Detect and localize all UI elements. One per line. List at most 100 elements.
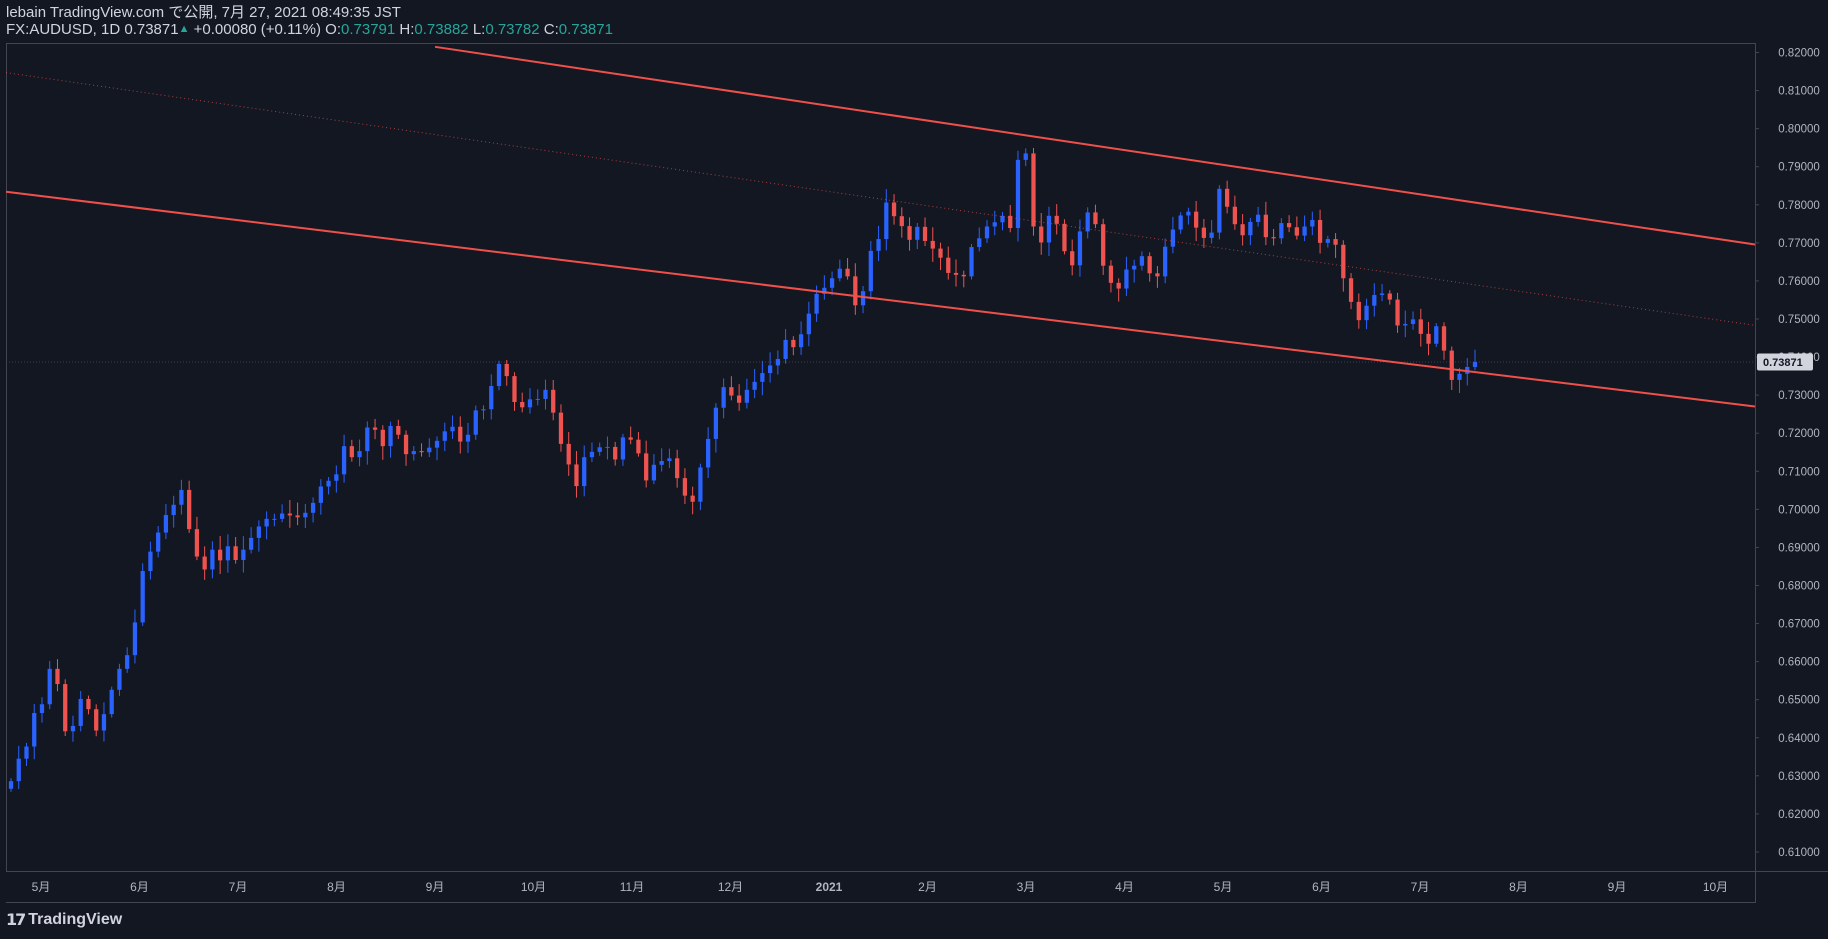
candle-body <box>837 268 842 279</box>
candle-body <box>1101 224 1106 266</box>
trendline-upper-channel[interactable] <box>434 45 1756 246</box>
time-axis[interactable]: 5月 6月 7月 8月 9月 10月 11月 12月 2021 2月 3月 4月 5月 6月 7月 8月 9月 1… <box>32 880 1729 894</box>
time-tick-label: 4月 <box>1115 880 1134 894</box>
candle-body <box>806 313 811 335</box>
trendline-lower-channel[interactable] <box>5 190 1756 408</box>
candle-body <box>365 427 370 452</box>
price-axis[interactable]: 0.82000 0.81000 0.80000 0.79000 0.78000 0.770… <box>1755 48 1820 859</box>
candle-body <box>372 427 378 430</box>
price-tick-label: 0.65000 <box>1778 695 1820 707</box>
candle-body <box>1403 323 1408 326</box>
candle-body <box>504 363 509 377</box>
symbol-label[interactable]: FX:AUDUSD, 1D <box>6 21 121 38</box>
candle-body <box>1418 319 1423 334</box>
candle-body <box>853 276 858 306</box>
candle-body <box>1224 188 1230 207</box>
time-tick-label: 9月 <box>426 880 445 894</box>
candle-body <box>1279 223 1284 239</box>
tradingview-logo-icon: 𝟭𝟳 <box>6 912 26 929</box>
candle-body <box>543 389 548 399</box>
candle-body <box>1449 350 1454 380</box>
candle-body <box>907 226 912 240</box>
candle-body <box>225 546 231 561</box>
candle-body <box>70 725 76 732</box>
candle-body <box>1132 265 1137 270</box>
candle-body <box>1240 224 1245 236</box>
candle-body <box>1155 273 1160 277</box>
candle-body <box>675 458 680 479</box>
candle-body <box>868 250 873 292</box>
candle-body <box>783 339 788 359</box>
candle-body <box>667 458 672 461</box>
brand-name: TradingView <box>28 911 123 928</box>
candle-body <box>1023 153 1028 160</box>
candle-body <box>202 556 207 570</box>
candle-body <box>992 222 997 227</box>
candle-body <box>179 489 184 505</box>
candle-body <box>814 293 819 314</box>
time-tick-label: 6月 <box>130 880 149 894</box>
candle-body <box>1434 326 1439 344</box>
close-value: 0.73871 <box>558 21 613 38</box>
candle-body <box>512 376 517 402</box>
price-tick-label: 0.75000 <box>1778 314 1820 326</box>
candle-body <box>287 513 292 516</box>
trendlines-layer[interactable] <box>5 45 1756 408</box>
time-tick-label: 7月 <box>229 880 248 894</box>
candle-body <box>760 373 765 382</box>
candle-body <box>1263 214 1268 238</box>
time-tick-label: 7月 <box>1411 880 1430 894</box>
candle-body <box>535 398 540 400</box>
candle-body <box>822 287 827 294</box>
candle-body <box>860 291 866 306</box>
candle-body <box>682 478 688 496</box>
time-tick-label: 2月 <box>918 880 937 894</box>
candle-body <box>1395 299 1400 326</box>
candle-body <box>1186 211 1191 216</box>
price-tick-label: 0.70000 <box>1778 504 1820 516</box>
candle-body <box>1008 215 1013 229</box>
candle-body <box>1108 265 1114 283</box>
candle-body <box>411 451 416 455</box>
candle-body <box>1093 212 1098 225</box>
candle-body <box>1000 215 1005 223</box>
candle-body <box>1441 326 1447 351</box>
price-tick-label: 0.80000 <box>1778 124 1820 136</box>
candle-body <box>574 464 579 487</box>
candle-body <box>403 434 409 455</box>
candle-body <box>32 713 37 747</box>
price-tick-label: 0.66000 <box>1778 657 1820 669</box>
brand-footer[interactable]: 𝟭𝟳 TradingView <box>6 910 122 930</box>
candle-body <box>458 426 463 442</box>
time-tick-label: 10月 <box>521 880 546 894</box>
price-tick-label: 0.77000 <box>1778 238 1820 250</box>
candle-body <box>644 453 649 481</box>
time-tick-label: 5月 <box>32 880 51 894</box>
candle-body <box>1248 221 1253 236</box>
candle-body <box>1255 214 1261 222</box>
candle-body <box>946 257 951 273</box>
trendline-middle-dotted[interactable] <box>5 72 1756 326</box>
candle-body <box>582 457 587 487</box>
candle-body <box>829 278 835 288</box>
candle-body <box>264 518 269 527</box>
candle-body <box>1472 362 1478 367</box>
candle-body <box>396 425 401 435</box>
high-value: 0.73882 <box>414 21 469 38</box>
candle-body <box>1310 220 1315 227</box>
candle-body <box>233 546 238 560</box>
candle-body <box>930 240 935 249</box>
candle-body <box>241 549 246 560</box>
last-price-tag-text: 0.73871 <box>1763 357 1803 369</box>
price-tick-label: 0.73000 <box>1778 390 1820 402</box>
candle-body <box>891 202 897 217</box>
candle-body <box>1039 226 1044 243</box>
candle-body <box>450 426 455 432</box>
open-value: 0.73791 <box>341 21 396 38</box>
candle-body <box>132 622 138 656</box>
price-tick-label: 0.64000 <box>1778 733 1820 745</box>
candle-body <box>8 781 14 789</box>
time-tick-label: 10月 <box>1703 880 1728 894</box>
candle-body <box>310 502 316 513</box>
